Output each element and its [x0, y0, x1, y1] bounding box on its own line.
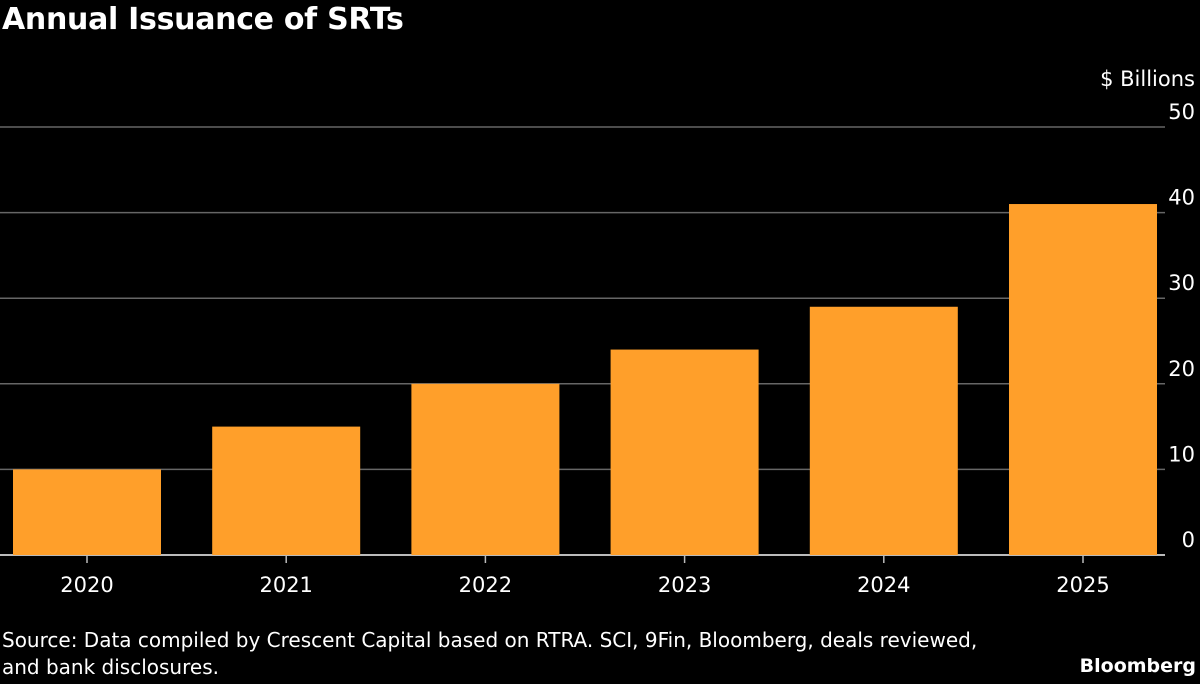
bar-2022	[411, 383, 560, 555]
bars	[13, 204, 1157, 556]
x-tick-label: 2020	[60, 573, 113, 597]
x-tick-label: 2022	[459, 573, 512, 597]
bar-2021	[212, 426, 361, 555]
y-tick-label: 10	[1168, 442, 1195, 466]
gridlines	[0, 126, 1165, 556]
y-axis-label: $ Billions	[1100, 67, 1195, 91]
y-tick-label: 30	[1168, 271, 1195, 295]
x-tick-label: 2021	[259, 573, 312, 597]
x-tick-label: 2024	[857, 573, 910, 597]
bar-2024	[809, 306, 958, 555]
y-tick-label: 0	[1182, 528, 1195, 552]
source-note: Source: Data compiled by Crescent Capita…	[2, 628, 978, 679]
x-tick-label: 2023	[658, 573, 711, 597]
y-tick-label: 20	[1168, 357, 1195, 381]
x-tick-label: 2025	[1056, 573, 1109, 597]
y-tick-label: 40	[1168, 186, 1195, 210]
y-tick-label: 50	[1168, 100, 1195, 124]
bar-2025	[1009, 204, 1157, 556]
y-tick-labels: 0 10 20 30 40 50	[1168, 100, 1195, 552]
chart-title: Annual Issuance of SRTs	[2, 2, 404, 37]
brand-logo: Bloomberg	[1079, 655, 1196, 677]
bar-2023	[610, 349, 759, 555]
x-tick-labels: 2020 2021 2022 2023 2024 2025	[60, 555, 1110, 597]
bar-2020	[13, 469, 161, 555]
